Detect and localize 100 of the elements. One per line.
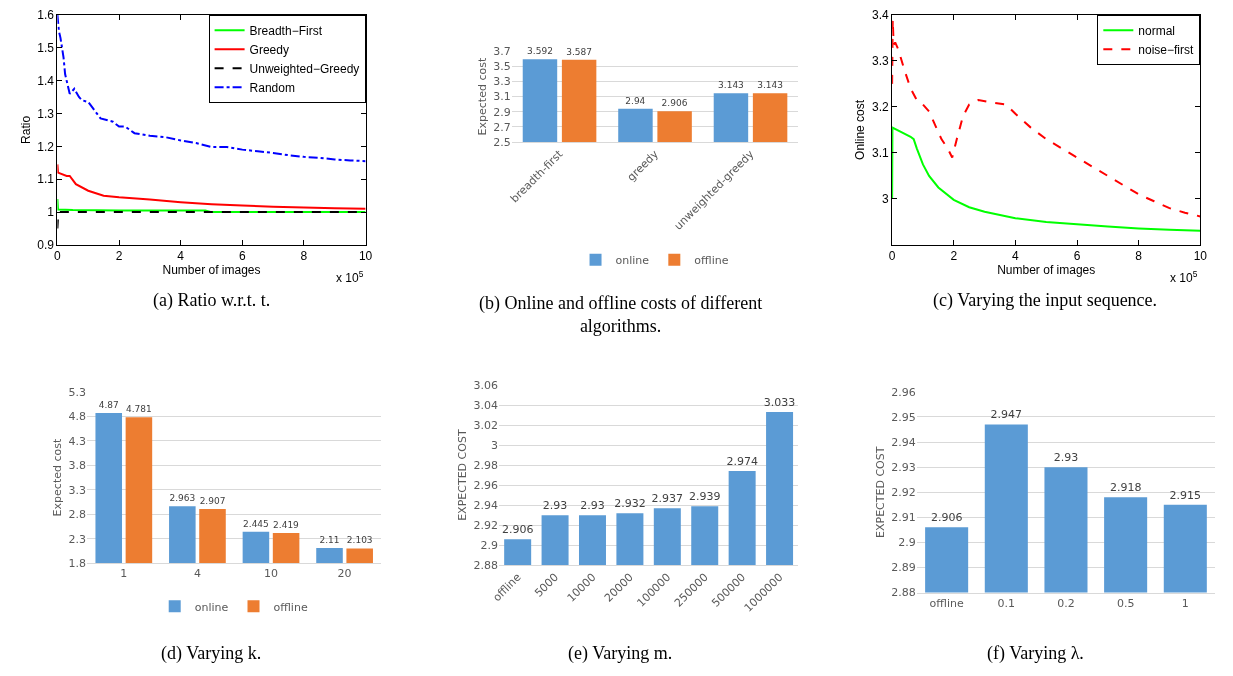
data-label: 2.963: [169, 493, 196, 504]
x-tick-label: 8: [300, 249, 308, 264]
data-label: 2.906: [930, 511, 963, 525]
y-tick-label: 2.88: [891, 586, 916, 600]
y-tick-label: 3.3: [68, 483, 87, 497]
data-label: 4.781: [126, 404, 152, 415]
data-label: 2.94: [625, 95, 646, 106]
y-tick-label: 2.96: [473, 478, 498, 492]
data-label: 2.103: [346, 535, 373, 546]
y-tick-label: 3.7: [493, 44, 511, 58]
y-tick-label: 2.94: [473, 498, 498, 512]
line-series: [892, 18, 1201, 218]
legend-label: Breadth−First: [249, 24, 323, 39]
x-tick-label: 10: [264, 567, 279, 581]
y-tick-label: 2.96: [891, 385, 916, 399]
y-tick-label: 3: [882, 192, 890, 207]
legend-label: Greedy: [249, 43, 289, 58]
y-tick-label: 3.2: [872, 100, 890, 115]
data-label: 3.033: [763, 396, 796, 410]
legend-label: noise−first: [1138, 43, 1195, 58]
y-tick-label: 2.92: [891, 486, 916, 500]
y-axis-title: Expected cost: [475, 57, 489, 136]
y-tick-label: 2.9: [493, 105, 511, 119]
x-tick-label: 6: [238, 249, 246, 264]
text: (d) Varying k.: [161, 643, 262, 664]
x-tick-label: 10: [358, 249, 373, 264]
x-tick-label: 6: [1073, 249, 1081, 264]
y-tick-label: 3.06: [473, 378, 498, 392]
y-tick-label: 3.4: [872, 8, 890, 23]
text: x 10$^{5}$: [1170, 269, 1198, 286]
x-tick-label: 0.2: [1057, 596, 1075, 610]
x-tick-label: offline: [929, 596, 964, 610]
x-tick-label: 4: [193, 567, 201, 581]
x-tick-label: 1: [1181, 596, 1189, 610]
x-tick-label: 0: [54, 249, 62, 264]
y-tick-label: 5.3: [68, 385, 87, 399]
data-label: 3.143: [757, 80, 783, 91]
y-tick-label: 2.9: [898, 536, 916, 550]
y-tick-label: 2.3: [68, 532, 87, 546]
data-label: 2.915: [1169, 488, 1202, 502]
data-label: 2.907: [199, 496, 226, 507]
data-label: 2.445: [243, 518, 269, 529]
x-tick-label: 10: [1193, 249, 1208, 264]
x-axis-title: Number of images: [162, 263, 261, 278]
data-label: 3.143: [718, 80, 744, 91]
data-label: 2.419: [273, 519, 300, 530]
legend-label: Unweighted−Greedy: [249, 62, 360, 77]
data-label: 2.906: [501, 523, 534, 537]
y-tick-label: 2.7: [493, 120, 511, 134]
y-tick-label: 3.1: [872, 146, 890, 161]
data-label: 2.974: [726, 455, 758, 469]
y-axis-title: Expected cost: [51, 438, 65, 517]
x-tick-label: 8: [1135, 249, 1143, 264]
x-tick-label: 4: [177, 249, 185, 264]
y-tick-label: 2.9: [480, 539, 498, 553]
y-tick-label: 1.5: [37, 40, 55, 55]
y-tick-label: 3.1: [493, 90, 511, 104]
x-tick-label: 4: [1012, 249, 1020, 264]
legend-label: online: [194, 600, 229, 614]
y-tick-label: 2.93: [891, 460, 916, 474]
y-axis-title: EXPECTED COST: [456, 429, 470, 521]
data-label: 2.93: [1053, 451, 1079, 465]
text: (e) Varying m.: [568, 643, 673, 664]
data-label: 2.932: [614, 497, 646, 511]
y-tick-label: 2.88: [473, 559, 498, 573]
text: x 10$^{5}$: [336, 269, 364, 286]
y-tick-label: 1.1: [37, 172, 55, 187]
y-tick-label: 1.6: [37, 8, 55, 23]
line-series: [57, 14, 366, 163]
y-tick-label: 1: [47, 205, 55, 220]
y-tick-label: 3.02: [473, 418, 498, 432]
x-tick-label: 2: [950, 249, 958, 264]
x-tick-label: 0.5: [1116, 596, 1135, 610]
y-tick-label: 0.9: [37, 238, 55, 253]
data-label: 2.93: [580, 499, 605, 513]
y-tick-label: 1.3: [37, 106, 55, 121]
data-label: 2.939: [688, 490, 721, 504]
y-tick-label: 3: [490, 438, 498, 452]
data-label: 2.937: [651, 492, 684, 506]
y-tick-label: 2.98: [473, 458, 498, 472]
x-axis-title: Number of images: [997, 263, 1096, 278]
y-tick-label: 4.8: [68, 410, 87, 424]
y-tick-label: 2.94: [891, 435, 916, 449]
y-tick-label: 2.89: [891, 561, 916, 575]
data-label: 2.918: [1109, 481, 1142, 495]
legend-label: normal: [1138, 24, 1175, 39]
text: (a) Ratio w.r.t. t.: [153, 290, 271, 311]
y-tick-label: 1.4: [37, 73, 55, 88]
data-label: 4.87: [98, 399, 119, 410]
y-tick-label: 3.3: [493, 75, 511, 89]
y-tick-label: 2.91: [891, 511, 916, 525]
x-tick-label: 1: [120, 567, 128, 581]
x-tick-label: 20: [337, 567, 352, 581]
y-tick-label: 3.3: [872, 54, 890, 69]
y-axis-title: Online cost: [853, 99, 868, 160]
y-tick-label: 2.92: [473, 519, 498, 533]
legend-label: Random: [249, 81, 295, 96]
legend-label: online: [615, 253, 650, 267]
y-axis-title: EXPECTED COST: [873, 446, 887, 538]
y-tick-label: 4.3: [68, 434, 87, 448]
